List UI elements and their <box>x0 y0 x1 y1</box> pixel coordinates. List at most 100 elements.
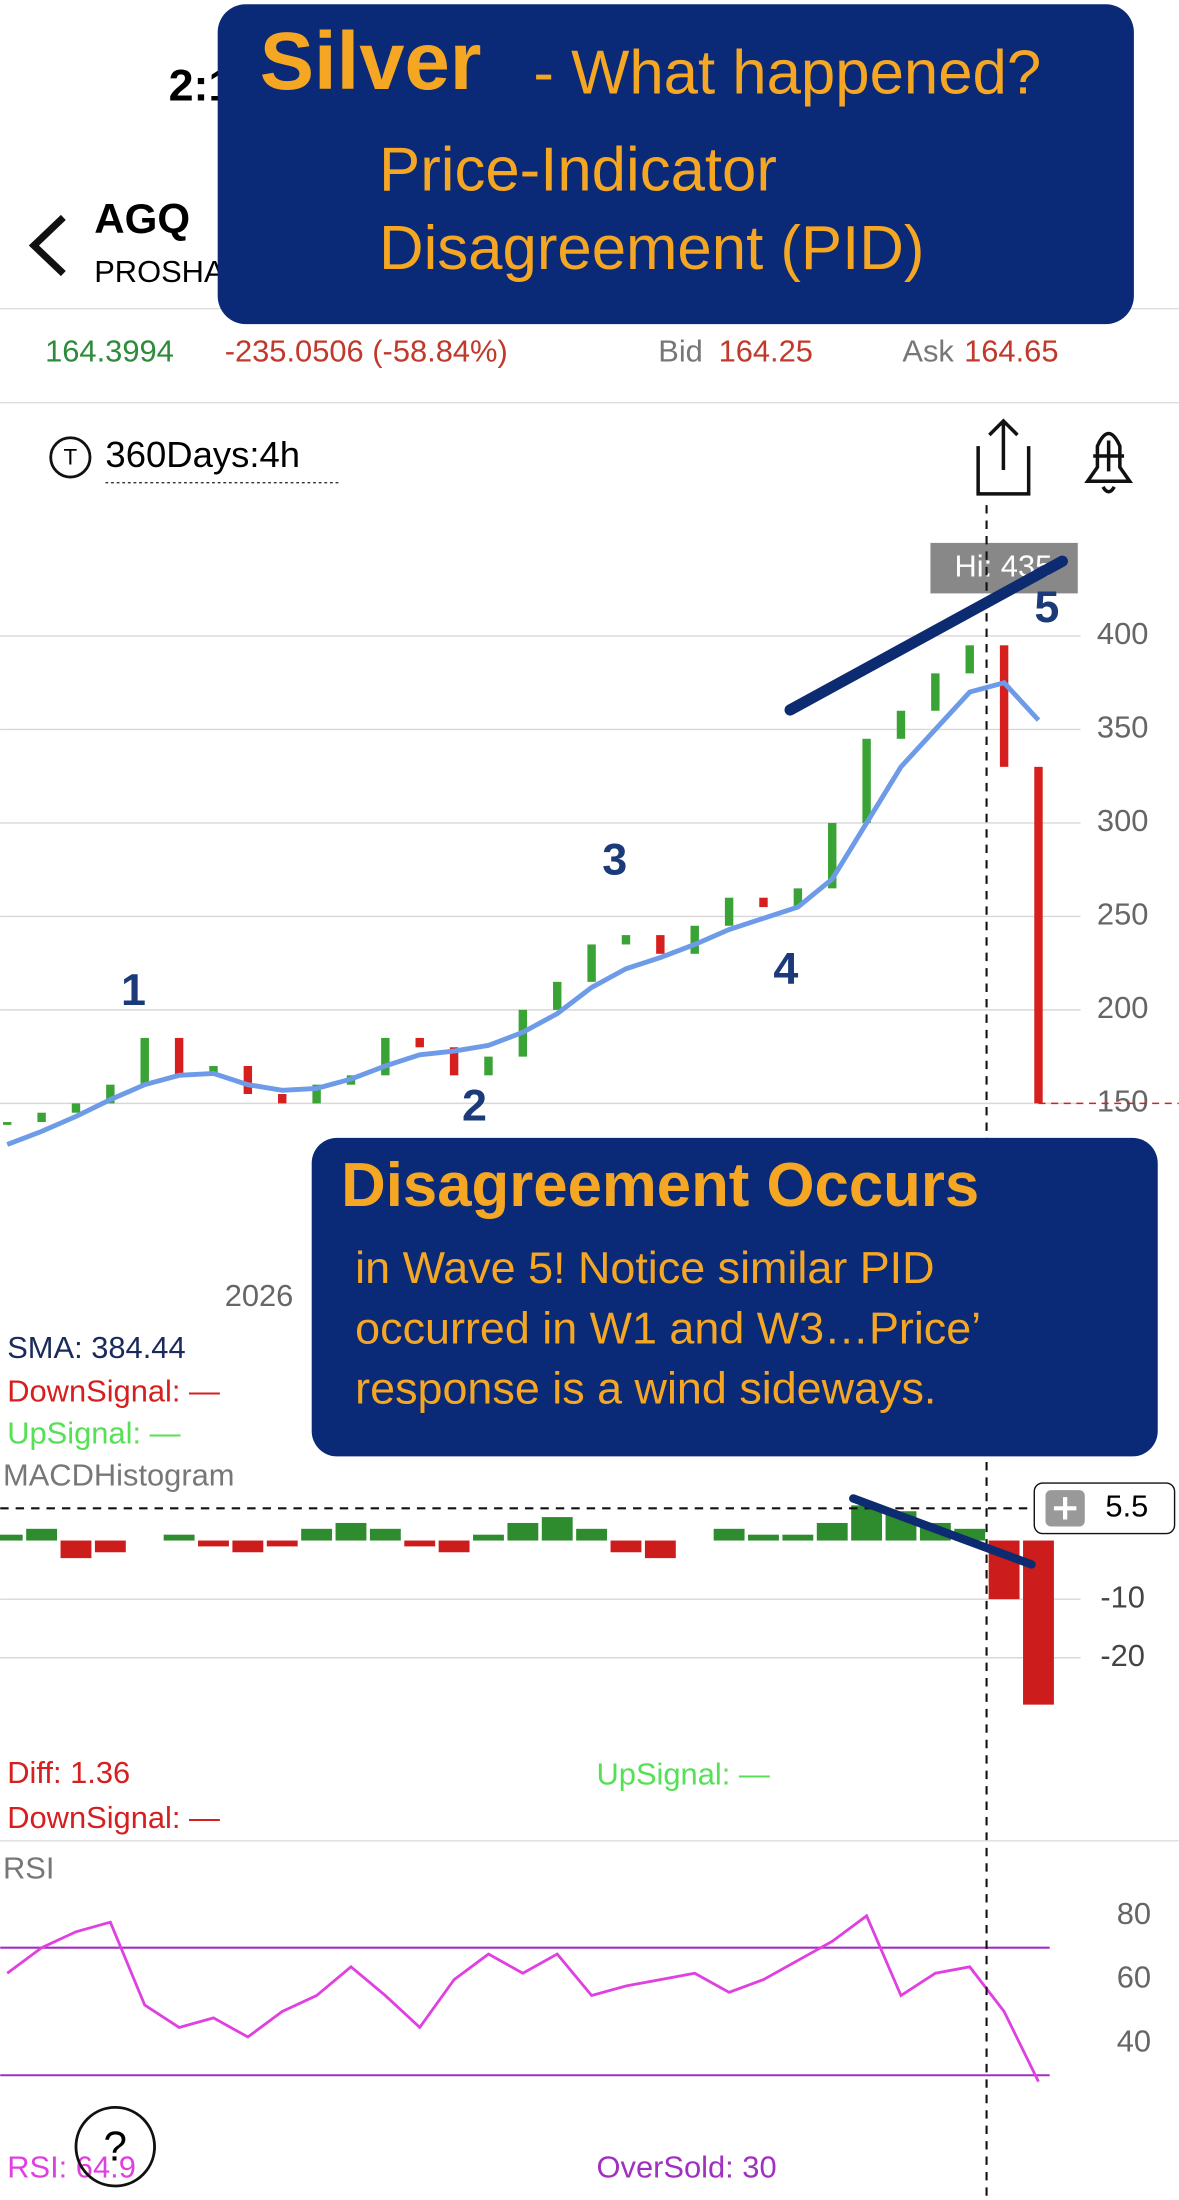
title-headline: Silver <box>260 16 482 107</box>
trend-line <box>784 555 1068 716</box>
legend-entry: Diff: 1.36 <box>7 1755 130 1790</box>
help-button[interactable] <box>74 2105 156 2188</box>
title-line: Price-Indicator <box>379 135 777 204</box>
period[interactable]: 360Days:4h <box>105 434 300 475</box>
histogram-bar <box>1023 1540 1054 1705</box>
title-subhead: - What happened? <box>533 38 1041 107</box>
histogram-bar <box>94 1540 126 1553</box>
legend-entry: UpSignal: — <box>7 1415 180 1450</box>
y-tick-label: -10 <box>1100 1579 1145 1614</box>
legend-entry: DownSignal: — <box>7 1800 220 1835</box>
histogram-bar <box>541 1517 573 1541</box>
candle <box>381 1037 390 1076</box>
candle <box>484 1056 493 1076</box>
current-label: 5.5 <box>1105 1488 1148 1523</box>
histogram-bar <box>335 1522 367 1541</box>
histogram-bar <box>404 1540 436 1547</box>
y-tick-label: 300 <box>1097 803 1149 838</box>
legend-entry: DownSignal: — <box>7 1373 220 1408</box>
y-tick-label: 350 <box>1097 710 1149 745</box>
wave-label: 3 <box>602 834 627 885</box>
histogram-bar <box>26 1528 58 1541</box>
candle <box>37 1112 46 1123</box>
candle <box>828 822 837 889</box>
candle <box>312 1084 321 1104</box>
candle <box>140 1037 149 1085</box>
y-tick-label: 80 <box>1117 1896 1151 1931</box>
histogram-bar <box>954 1528 986 1541</box>
note-line: in Wave 5! Notice similar PID <box>355 1242 934 1293</box>
bid: 164.25 <box>719 334 813 369</box>
sma-line <box>6 679 1041 1147</box>
y-tick-label: 400 <box>1097 616 1149 651</box>
histogram-bar <box>507 1522 539 1541</box>
candle <box>209 1065 218 1076</box>
note-line: occurred in W1 and W3…Price’ <box>355 1302 981 1353</box>
back-button[interactable] <box>28 214 66 277</box>
wave-label: 4 <box>773 943 798 994</box>
y-tick-label: 60 <box>1117 1960 1151 1995</box>
histogram-bar <box>163 1534 195 1541</box>
title-box <box>217 4 1134 325</box>
note-headline: Disagreement Occurs <box>341 1151 979 1220</box>
bid-label: Bid <box>658 334 703 369</box>
legend-entry: OverSold: 30 <box>597 2149 777 2184</box>
candle <box>278 1094 287 1104</box>
y-tick-label: 40 <box>1117 2024 1151 2059</box>
y-tick-label: 200 <box>1097 990 1149 1025</box>
histogram-bar <box>576 1528 608 1541</box>
histogram-bar <box>713 1528 745 1541</box>
candle <box>243 1065 253 1095</box>
note-box <box>311 1137 1158 1457</box>
histogram-bar <box>748 1534 779 1541</box>
y-tick-label: 250 <box>1097 897 1149 932</box>
y-tick-label: -20 <box>1100 1638 1145 1673</box>
legend-entry: SMA: 384.44 <box>7 1330 185 1365</box>
candle <box>965 645 974 674</box>
price-change: -235.0506 (-58.84%) <box>225 334 508 369</box>
rsi-line <box>6 1913 1040 2083</box>
symbol: AGQ <box>94 195 190 242</box>
alert-button[interactable] <box>1084 431 1134 494</box>
type-icon-label: T <box>64 445 78 470</box>
candle <box>896 710 906 739</box>
histogram-bar <box>232 1540 264 1553</box>
candle <box>656 935 665 954</box>
add-icon-plus <box>1053 1497 1077 1520</box>
candle <box>1034 766 1043 1104</box>
candle <box>999 645 1009 767</box>
histogram-bar <box>816 1522 848 1541</box>
share-button[interactable] <box>976 418 1031 496</box>
histogram-bar <box>438 1540 470 1553</box>
wave-label: 5 <box>1034 581 1059 632</box>
wave-label: 1 <box>121 964 146 1015</box>
histogram-bar <box>301 1528 333 1541</box>
last-price: 164.3994 <box>45 334 174 369</box>
histogram-bar <box>60 1540 92 1559</box>
ask-label: Ask <box>902 334 954 369</box>
type-icon[interactable] <box>49 436 92 479</box>
histogram-bar <box>198 1540 229 1547</box>
histogram-bar <box>0 1534 23 1541</box>
candle <box>174 1037 184 1076</box>
candle <box>415 1037 424 1048</box>
ask: 164.65 <box>964 334 1058 369</box>
candle <box>621 935 631 945</box>
pane-title: RSI <box>3 1850 54 1885</box>
legend-entry: RSI: 64.9 <box>7 2149 136 2184</box>
help-label: ? <box>104 2123 127 2170</box>
candle <box>106 1084 115 1104</box>
note-line: response is a wind sideways. <box>355 1363 936 1414</box>
pane-title: MACDHistogram <box>3 1458 234 1493</box>
wave-label: 2 <box>462 1079 487 1130</box>
histogram-bar <box>266 1540 298 1547</box>
histogram-bar <box>610 1540 642 1553</box>
candle <box>793 888 803 908</box>
candle <box>553 981 562 1010</box>
histogram-bar <box>782 1534 814 1541</box>
histogram-bar <box>644 1540 676 1559</box>
title-line: Disagreement (PID) <box>379 214 924 283</box>
